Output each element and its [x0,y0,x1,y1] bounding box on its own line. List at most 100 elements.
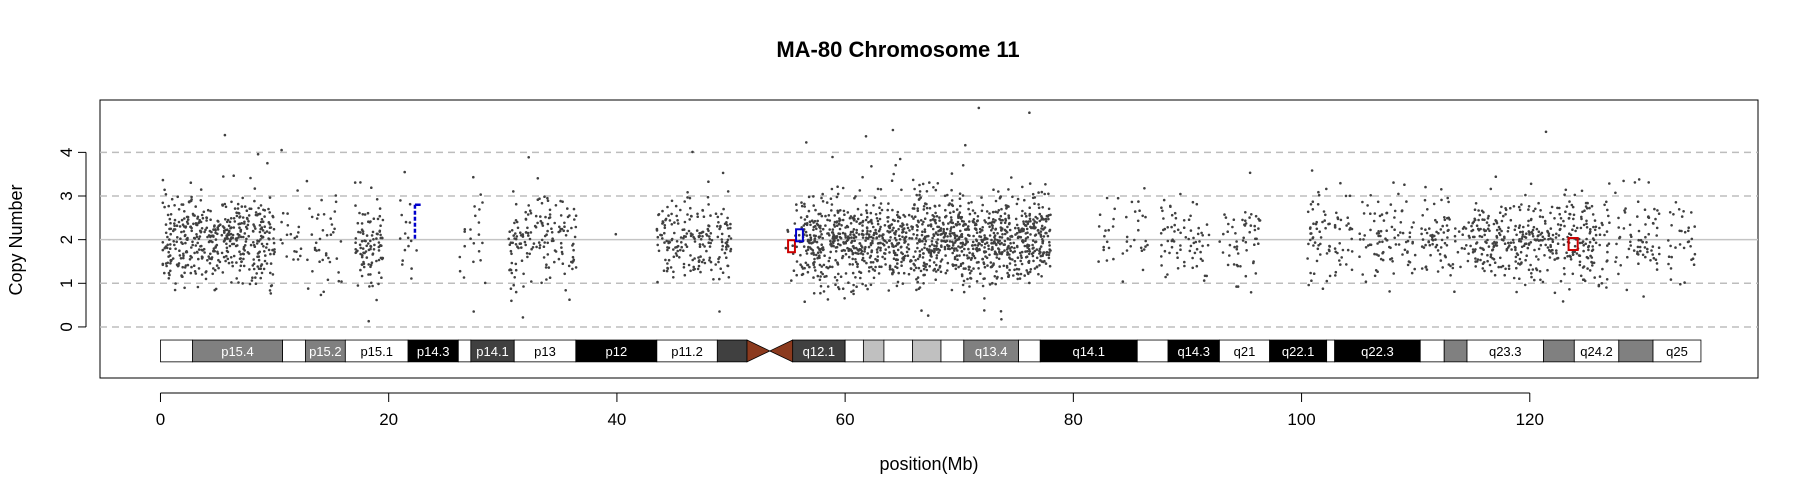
data-point [242,247,245,251]
data-point [215,264,219,267]
data-point [903,241,906,244]
data-point [864,284,868,287]
data-point [855,231,858,234]
data-point [1176,256,1179,260]
data-point [831,265,834,269]
data-point [477,233,481,236]
data-point [1431,242,1434,246]
data-point [1591,245,1594,248]
data-point [1042,235,1046,238]
data-point [961,194,965,197]
data-point [879,246,882,250]
data-point [1585,226,1589,229]
data-point [265,246,268,249]
data-point [399,199,402,202]
data-point [536,177,540,180]
data-point [814,224,817,228]
data-point [901,235,904,239]
data-point [874,228,877,232]
data-point [962,223,966,226]
data-point [1578,263,1582,267]
data-point [995,256,999,259]
data-point [873,196,877,199]
data-point [1582,249,1585,253]
data-point [1475,242,1478,245]
data-point [259,276,263,280]
data-point [897,215,900,219]
data-point [1650,249,1653,252]
data-point [1654,258,1658,262]
data-point [925,268,929,272]
data-point [946,235,949,238]
data-point [866,229,869,233]
data-point [380,236,384,240]
data-point [1004,219,1008,222]
data-point [894,265,897,269]
data-point [1548,256,1552,259]
data-point [1234,232,1237,235]
data-point [1446,216,1449,220]
data-point [967,201,970,205]
data-point [211,234,214,237]
data-point [478,208,481,211]
data-point [661,209,664,213]
ideogram-band-label: q24.2 [1580,344,1613,359]
data-point [212,247,216,250]
data-point [237,211,240,215]
data-point [1637,253,1640,256]
data-point [814,208,817,212]
data-point [1348,228,1351,231]
data-point [1160,206,1163,209]
data-point [701,208,704,212]
data-point [916,257,920,261]
data-point [1617,226,1620,229]
data-point [359,246,363,250]
data-point [513,237,516,240]
data-point [1309,271,1312,275]
data-point [840,249,844,253]
data-point [807,209,811,213]
data-point [164,193,168,196]
data-point [1338,227,1341,231]
data-point [824,224,827,227]
data-point [1310,279,1313,283]
data-point [1527,219,1530,223]
data-point [235,239,238,242]
data-point [922,264,925,268]
data-point [951,204,955,208]
data-point [988,212,991,215]
data-point [934,221,938,225]
data-point [546,229,549,233]
data-point [889,236,892,239]
data-point [664,217,668,221]
data-point [208,257,211,260]
data-point [173,204,176,207]
data-point [1553,291,1557,295]
data-point [821,272,824,276]
data-point [379,224,382,227]
data-point [1628,223,1632,227]
data-point [903,215,907,218]
data-point [376,232,379,236]
data-point [810,252,813,255]
data-point [725,248,728,251]
data-point [190,246,193,249]
data-point [375,298,378,302]
data-point [379,233,382,237]
data-point [369,244,372,248]
ideogram-band [862,339,885,363]
data-point [895,238,898,242]
data-point [268,211,272,214]
data-point [1424,243,1427,247]
data-point [1470,224,1473,228]
data-point [337,279,341,283]
data-point [722,207,725,211]
data-point [168,273,171,277]
data-point [311,270,314,273]
data-point [1199,257,1203,261]
data-point [1307,242,1310,246]
data-point [666,266,669,270]
data-point [1139,246,1143,250]
data-point [866,215,869,219]
data-point [334,200,338,204]
